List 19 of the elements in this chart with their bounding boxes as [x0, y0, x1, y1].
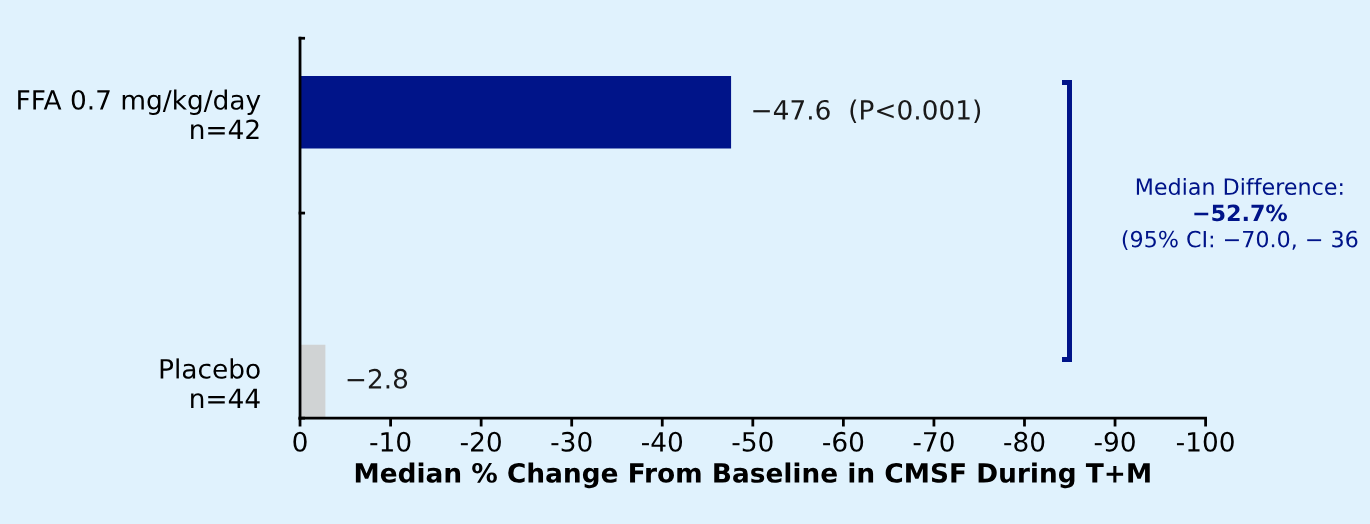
annotation: −52.7% — [1194, 204, 1287, 222]
x-tick-label: -50 — [732, 431, 773, 452]
x-tick-label: -60 — [823, 431, 864, 452]
x-tick-label: -90 — [1094, 431, 1135, 452]
y-tick-label: Placebo n=44 — [160, 358, 260, 408]
x-tick-label: -10 — [370, 431, 411, 452]
x-tick-label: -100 — [1176, 431, 1234, 452]
x-axis-title: Median % Change From Baseline in CMSF During T+M — [355, 462, 1150, 489]
data-label: −47.6 (P<0.001) — [753, 99, 981, 123]
y-tick-label: FFA 0.7 mg/kg/day n=42 — [18, 89, 261, 140]
annotation: (95% CI: −70.0, − 36 — [1122, 230, 1358, 251]
x-tick-label: 0 — [293, 431, 307, 452]
x-tick-label: -20 — [460, 431, 501, 452]
x-tick-label: -40 — [642, 431, 683, 452]
x-tick-label: -80 — [1004, 431, 1045, 452]
x-tick-label: -30 — [551, 431, 592, 452]
data-label: −2.8 — [347, 368, 408, 389]
x-tick-label: -70 — [913, 431, 954, 452]
annotation: Median Difference: — [1136, 177, 1343, 196]
